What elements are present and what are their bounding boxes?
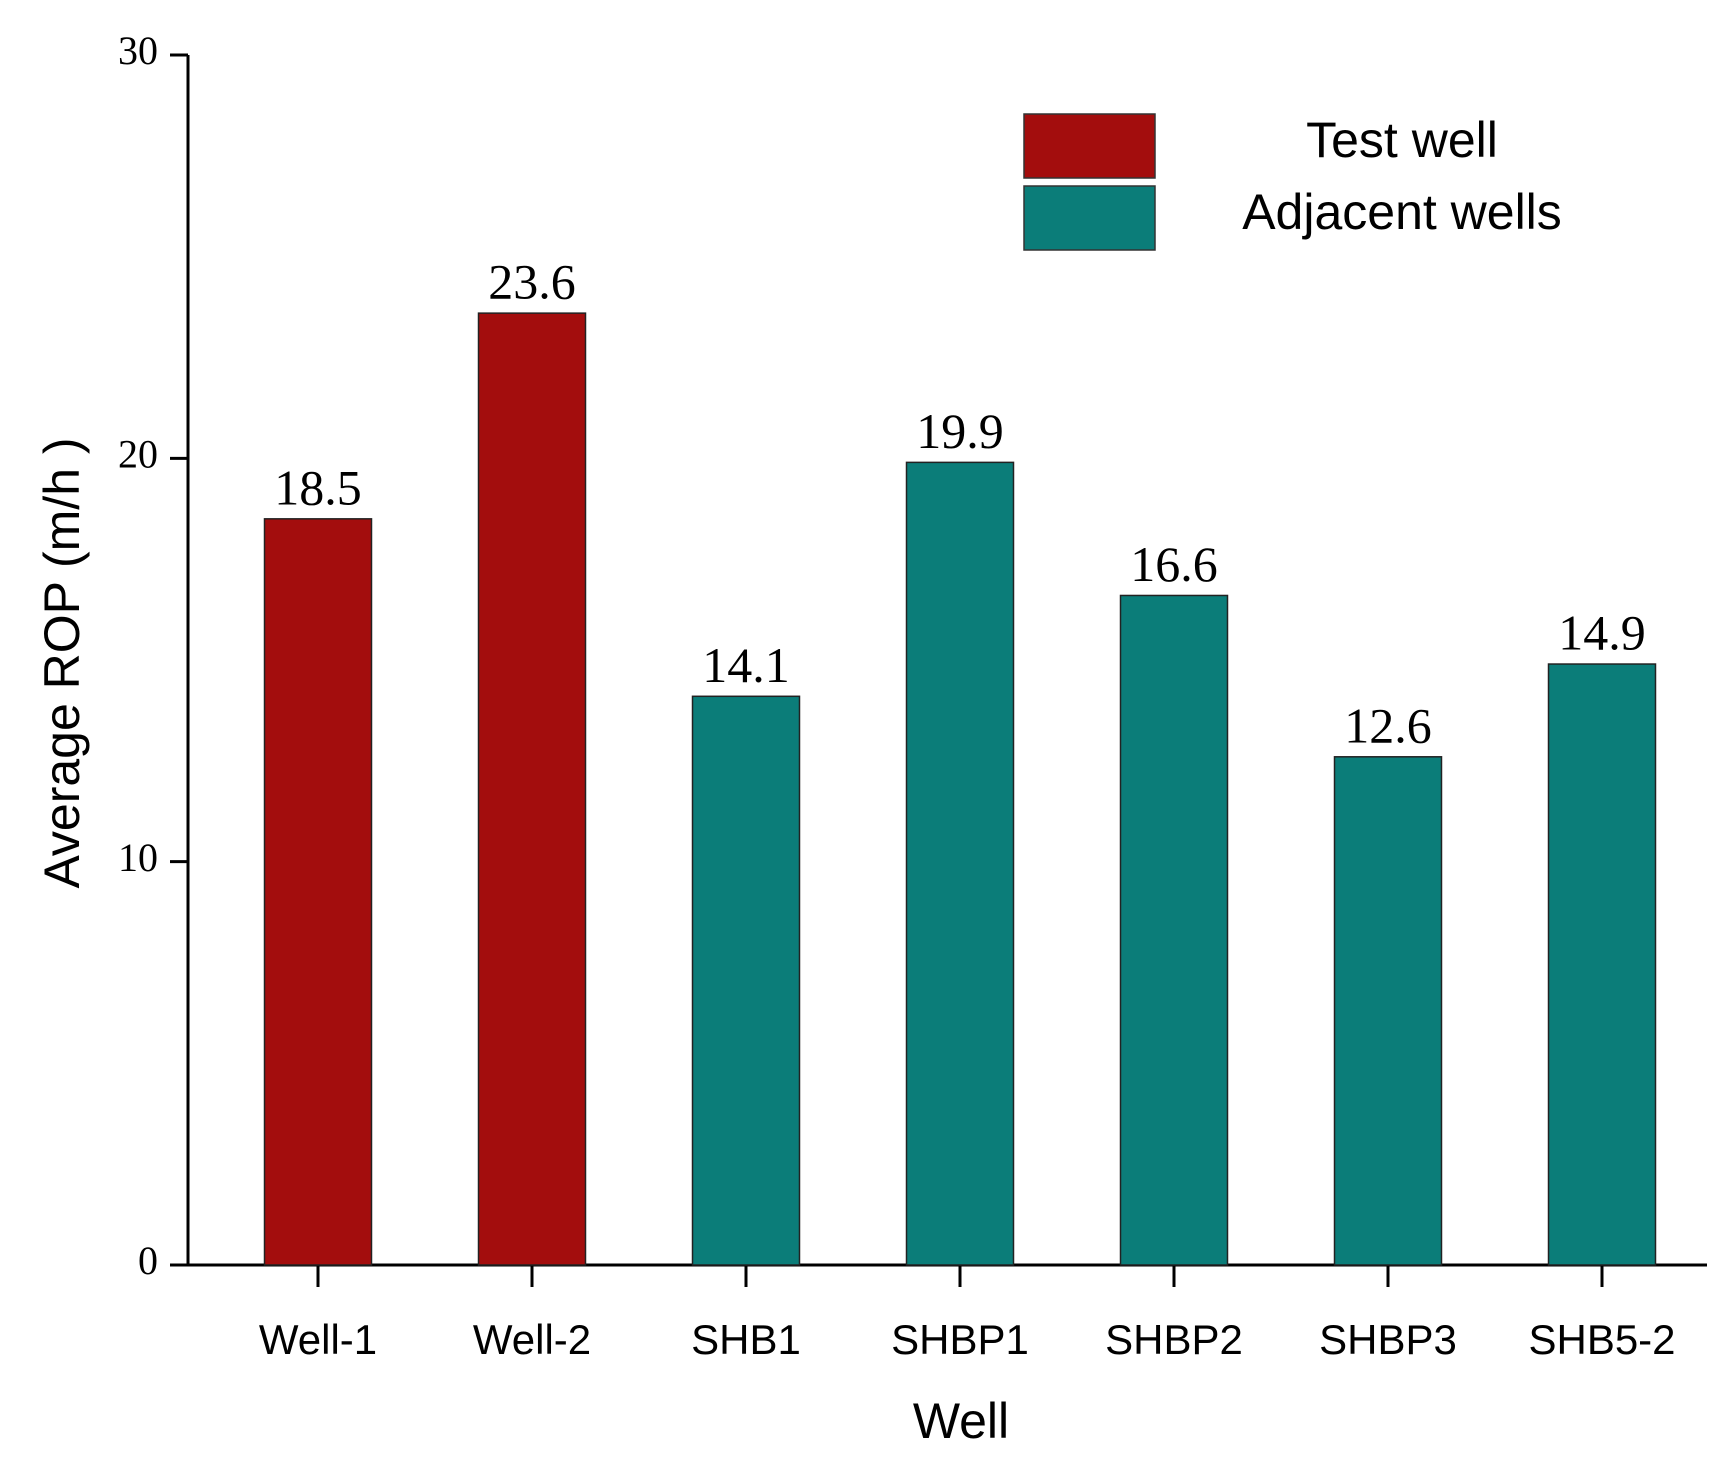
data-label: 18.5	[274, 459, 362, 515]
x-tick-label: Well-2	[473, 1316, 591, 1363]
data-label: 14.1	[702, 637, 790, 693]
bar	[691, 695, 801, 1266]
x-tick-label: SHB5-2	[1528, 1316, 1675, 1363]
data-label: 16.6	[1130, 536, 1218, 592]
y-tick-label: 30	[118, 28, 158, 73]
x-axis-title: Well	[913, 1393, 1009, 1449]
data-label: 19.9	[916, 403, 1004, 459]
x-tick-label: Well-1	[259, 1316, 377, 1363]
y-tick-label: 20	[118, 432, 158, 477]
x-tick-label: SHBP1	[891, 1316, 1029, 1363]
x-tick-label: SHBP2	[1105, 1316, 1243, 1363]
y-tick-label: 10	[118, 835, 158, 880]
legend-label: Adjacent wells	[1242, 184, 1562, 240]
bar	[1333, 756, 1443, 1266]
bar	[477, 312, 587, 1266]
data-label: 14.9	[1558, 605, 1646, 661]
data-label: 12.6	[1344, 697, 1432, 753]
y-axis-title: Average ROP (m/h )	[34, 437, 90, 888]
bar	[905, 461, 1015, 1266]
bar	[1547, 663, 1657, 1266]
legend-swatch	[1023, 113, 1156, 179]
data-label: 23.6	[488, 254, 576, 310]
bar	[263, 518, 373, 1266]
legend-swatch	[1023, 185, 1156, 251]
bar	[1119, 594, 1229, 1266]
x-tick-label: SHBP3	[1319, 1316, 1457, 1363]
y-tick-label: 0	[138, 1238, 158, 1283]
x-tick-label: SHB1	[691, 1316, 801, 1363]
legend-label: Test well	[1306, 112, 1498, 168]
